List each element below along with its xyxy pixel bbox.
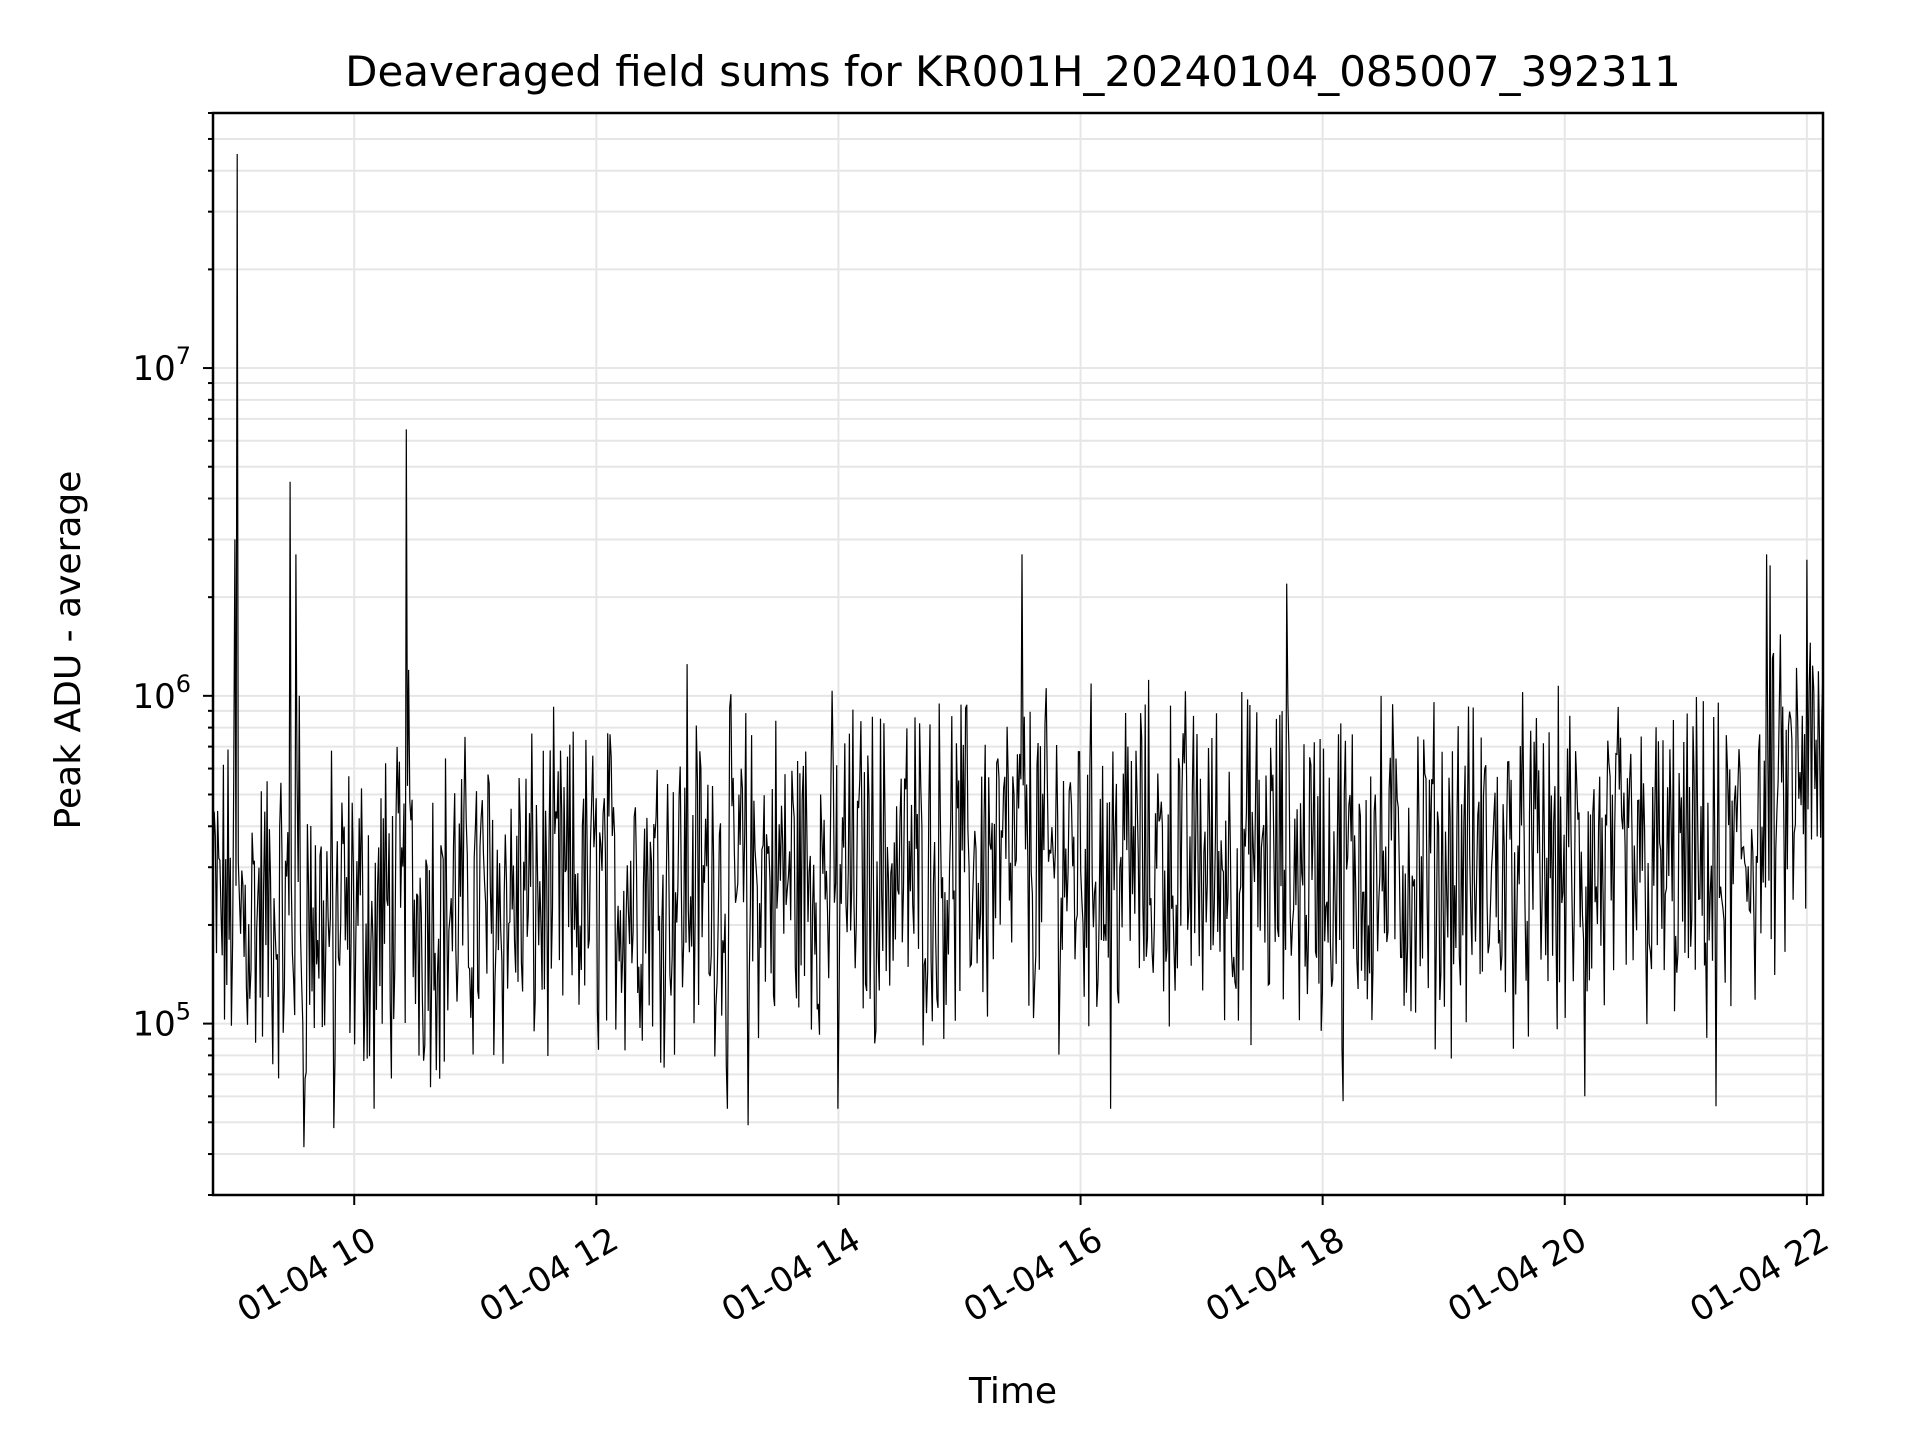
y-tick-label: 105 — [132, 998, 191, 1045]
y-tick-label-exponent: 5 — [176, 998, 191, 1026]
y-tick-label-exponent: 7 — [176, 342, 191, 370]
y-axis-label: Peak ADU - average — [48, 471, 89, 830]
y-tick-label: 106 — [132, 670, 191, 717]
y-tick-label: 107 — [132, 342, 191, 389]
series-line — [212, 153, 1824, 1148]
y-tick-label-exponent: 6 — [176, 670, 191, 698]
y-tick-label-base: 10 — [132, 1005, 175, 1045]
y-tick-label-base: 10 — [132, 349, 175, 389]
data-layer — [212, 153, 1824, 1148]
x-axis-label: Time — [968, 1371, 1057, 1412]
plot-frame — [211, 111, 1825, 1197]
chart-title: Deaveraged field sums for KR001H_2024010… — [345, 47, 1681, 96]
y-tick-label-base: 10 — [132, 677, 175, 717]
